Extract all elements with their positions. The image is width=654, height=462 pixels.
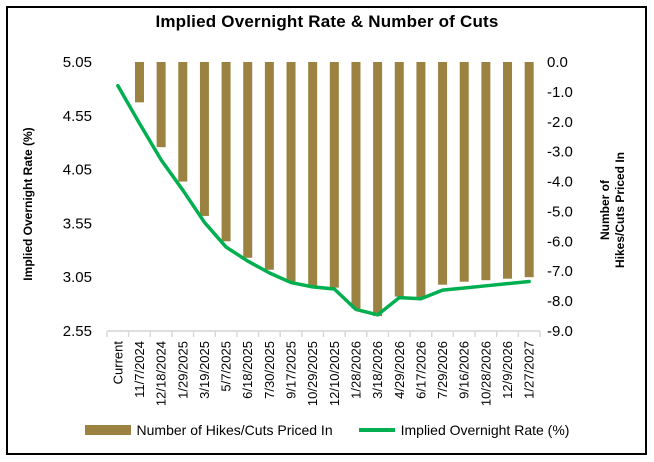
bar-series-swatch [84,425,131,435]
y-axis-right-tick-label: 0.0 [547,54,568,71]
chart-title: Implied Overnight Rate & Number of Cuts [155,12,499,31]
x-axis-label: 12/18/2024 [154,341,169,406]
x-axis-label: 3/18/2026 [370,341,385,399]
x-axis-label: 7/30/2025 [262,341,277,399]
legend-label-line: Implied Overnight Rate (%) [400,422,570,438]
x-axis-label: 11/7/2024 [132,341,147,398]
bar [329,62,339,288]
chart-frame-border [6,6,647,455]
y-axis-right-tick-label: -3.0 [547,144,573,161]
x-axis-label: 1/27/2027 [522,341,537,399]
bar [394,62,404,297]
x-axis-label: 10/28/2026 [478,341,493,406]
y-axis-right-tick-label: -9.0 [547,323,573,340]
bar [243,62,253,258]
line-series-swatch [358,428,395,432]
bar [373,62,383,317]
x-axis-label: 5/7/2025 [219,341,234,392]
bar [416,62,426,299]
bar [438,62,448,285]
bar [199,62,209,216]
bar [351,62,361,309]
bar [178,62,188,182]
x-axis-label: 3/19/2025 [197,341,212,399]
bar [221,62,231,242]
bar [286,62,296,282]
bar [308,62,318,287]
y-axis-left-tick-label: 2.55 [63,323,92,340]
y-axis-left-tick-label: 3.55 [63,215,92,232]
y-axis-right-tick-label: -2.0 [547,114,573,131]
implied-rate-line [116,83,531,317]
x-axis-label: 10/29/2025 [305,341,320,406]
bar [524,62,534,278]
bar [459,62,469,282]
x-axis-label: 6/18/2025 [240,341,255,399]
y-axis-right-tick-label: -4.0 [547,174,573,191]
x-axis-label: 4/29/2026 [392,341,407,399]
x-axis-label: Current [110,341,125,385]
bar [156,62,166,148]
y-axis-right-tick-label: -5.0 [547,203,573,220]
y-axis-right-tick-label: -1.0 [547,84,573,101]
y-axis-right-tick-label: -7.0 [547,263,573,280]
legend-item-line: Implied Overnight Rate (%) [358,422,570,438]
legend-label-bars: Number of Hikes/Cuts Priced In [136,422,333,438]
bar [264,62,274,270]
x-axis-label: 7/29/2026 [435,341,450,399]
x-axis-label: 1/28/2026 [348,341,363,399]
x-axis-label: 12/10/2025 [327,341,342,406]
legend: Number of Hikes/Cuts Priced In Implied O… [0,419,654,441]
legend-item-bars: Number of Hikes/Cuts Priced In [84,422,333,438]
y-axis-right-tick-label: -8.0 [547,293,573,310]
x-axis-label: 9/17/2025 [284,341,299,399]
x-axis-label: 1/29/2025 [175,341,190,399]
y-axis-left-tick-label: 3.05 [63,269,92,286]
y-axis-left-tick-label: 4.05 [63,162,92,179]
y-axis-right-tick-label: -6.0 [547,233,573,250]
x-axis-label: 6/17/2026 [413,341,428,399]
x-axis-label: 12/9/2026 [500,341,515,399]
bar [503,62,513,279]
y-axis-left-tick-label: 5.05 [63,54,92,71]
x-axis-label: 9/16/2026 [457,341,472,399]
bar [481,62,491,281]
bar [134,62,144,103]
y-axis-left-tick-label: 4.55 [63,108,92,125]
